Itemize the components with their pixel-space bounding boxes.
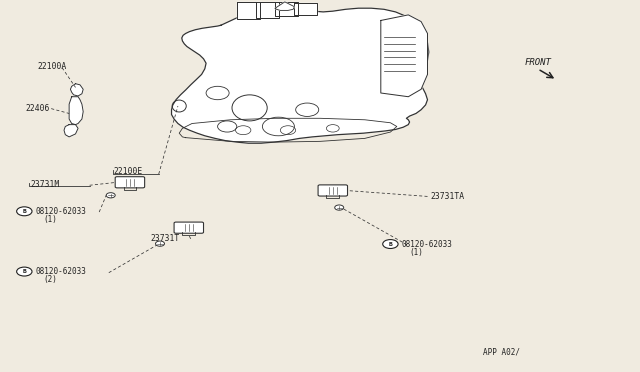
Circle shape bbox=[383, 240, 398, 248]
FancyBboxPatch shape bbox=[115, 177, 145, 188]
Polygon shape bbox=[275, 2, 298, 16]
Circle shape bbox=[335, 205, 344, 210]
Text: 08120-62033: 08120-62033 bbox=[402, 240, 452, 248]
Circle shape bbox=[17, 267, 32, 276]
Text: 08120-62033: 08120-62033 bbox=[36, 207, 86, 216]
Text: 23731M: 23731M bbox=[31, 180, 60, 189]
Polygon shape bbox=[275, 2, 294, 10]
FancyBboxPatch shape bbox=[318, 185, 348, 196]
Circle shape bbox=[106, 193, 115, 198]
Text: (1): (1) bbox=[410, 248, 424, 257]
Polygon shape bbox=[69, 97, 83, 125]
Text: B: B bbox=[22, 209, 26, 214]
Text: 22100E: 22100E bbox=[114, 167, 143, 176]
FancyBboxPatch shape bbox=[174, 222, 204, 233]
Text: (2): (2) bbox=[44, 275, 58, 284]
Text: 23731TA: 23731TA bbox=[430, 192, 464, 201]
Text: (1): (1) bbox=[44, 215, 58, 224]
Text: FRONT: FRONT bbox=[525, 58, 552, 67]
Polygon shape bbox=[172, 7, 429, 143]
Text: APP A02/: APP A02/ bbox=[483, 347, 520, 356]
Polygon shape bbox=[237, 2, 260, 19]
Polygon shape bbox=[64, 125, 78, 137]
Text: B: B bbox=[22, 269, 26, 274]
Text: 22100A: 22100A bbox=[37, 62, 67, 71]
Polygon shape bbox=[381, 15, 428, 97]
Text: 22406: 22406 bbox=[26, 104, 50, 113]
Circle shape bbox=[17, 207, 32, 216]
Text: 08120-62033: 08120-62033 bbox=[36, 267, 86, 276]
Circle shape bbox=[156, 241, 164, 246]
Polygon shape bbox=[256, 2, 279, 18]
Polygon shape bbox=[70, 84, 83, 96]
Text: B: B bbox=[388, 241, 392, 247]
Text: 23731T: 23731T bbox=[150, 234, 180, 243]
Polygon shape bbox=[294, 3, 317, 15]
